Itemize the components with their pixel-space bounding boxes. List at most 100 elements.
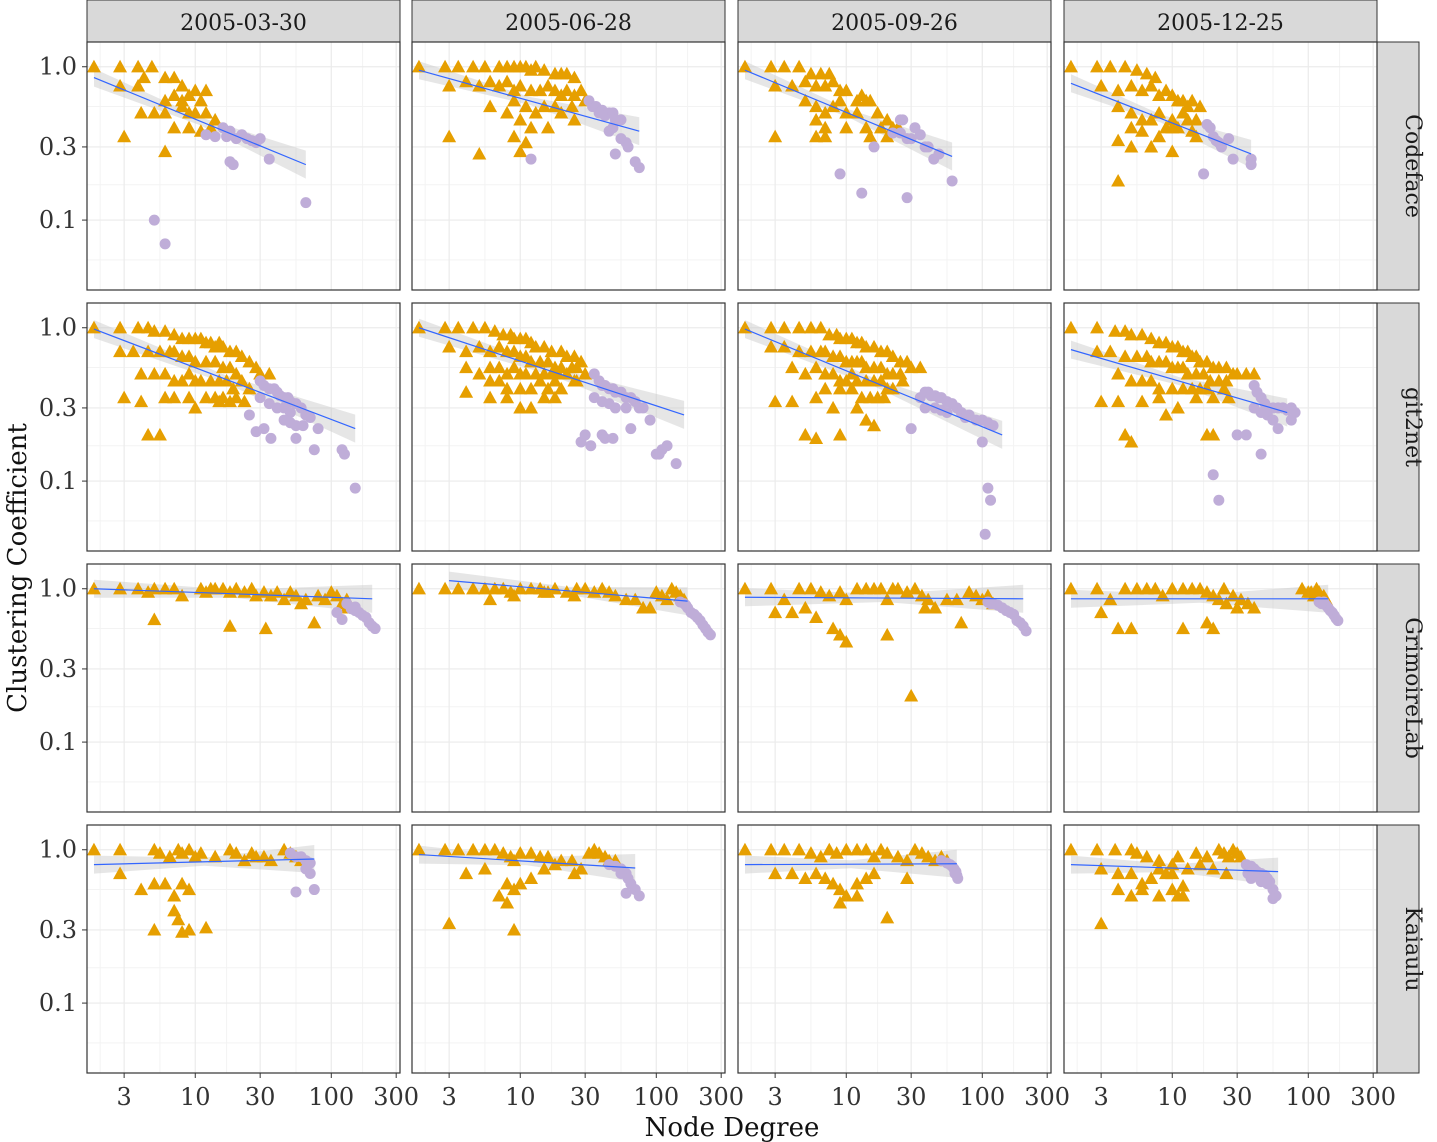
triangle-point xyxy=(880,592,895,606)
triangle-point xyxy=(1090,581,1105,595)
panel-border xyxy=(411,563,726,813)
triangle-point xyxy=(518,99,533,113)
triangle-point xyxy=(850,581,865,595)
triangle-point xyxy=(567,70,582,84)
triangle-point xyxy=(1152,861,1167,875)
triangle-point xyxy=(175,373,190,387)
x-tick-label: 10 xyxy=(180,1083,211,1111)
triangle-point xyxy=(785,605,800,619)
triangle-point xyxy=(764,320,779,334)
triangle-point xyxy=(809,866,824,880)
panel-2-3 xyxy=(1063,563,1378,813)
triangle-point xyxy=(141,427,156,441)
triangle-point xyxy=(1111,366,1126,380)
triangle-point xyxy=(507,129,522,143)
panel-background xyxy=(738,825,1051,1073)
x-tick-label: 100 xyxy=(308,1083,354,1111)
triangle-point xyxy=(1193,857,1208,871)
y-tick-label: 1.0 xyxy=(39,836,77,864)
triangle-point xyxy=(167,903,182,917)
triangle-point xyxy=(117,390,132,404)
column-label-2: 2005-09-26 xyxy=(831,11,958,36)
triangle-point xyxy=(818,78,833,92)
triangle-point xyxy=(541,354,556,368)
triangle-point xyxy=(1159,83,1174,97)
triangle-point xyxy=(1135,124,1150,137)
row-strip-1 xyxy=(1376,302,1420,552)
triangle-point xyxy=(907,842,922,856)
panel-background xyxy=(1064,303,1377,551)
triangle-point xyxy=(574,861,589,875)
triangle-point xyxy=(131,320,146,334)
triangle-point xyxy=(158,324,173,337)
triangle-point xyxy=(208,354,223,368)
triangle-point xyxy=(175,846,190,859)
fit-line xyxy=(449,580,688,602)
triangle-point xyxy=(1124,866,1139,880)
triangle-point xyxy=(798,871,813,885)
circle-point xyxy=(633,162,645,174)
triangle-point xyxy=(1219,360,1234,374)
circle-point xyxy=(1207,469,1219,481)
panel-border xyxy=(86,824,401,1074)
triangle-point xyxy=(833,585,848,598)
triangle-point xyxy=(1170,400,1185,414)
triangle-point xyxy=(844,381,859,395)
triangle-point xyxy=(513,400,528,414)
circle-point xyxy=(919,402,931,414)
y-tick-label: 0.3 xyxy=(39,133,77,161)
triangle-point xyxy=(1206,427,1221,441)
triangle-point xyxy=(777,592,792,606)
triangle-point xyxy=(229,581,244,595)
panel-background xyxy=(412,564,725,812)
triangle-point xyxy=(764,339,779,353)
triangle-point xyxy=(628,592,643,606)
triangle-point xyxy=(117,129,132,143)
triangle-point xyxy=(229,846,244,859)
triangle-point xyxy=(158,390,173,404)
triangle-point xyxy=(907,581,922,595)
triangle-point xyxy=(809,360,824,374)
triangle-point xyxy=(537,63,552,76)
triangle-point xyxy=(826,74,841,88)
triangle-point xyxy=(567,866,582,880)
triangle-point xyxy=(513,78,528,92)
triangle-point xyxy=(1199,381,1214,395)
x-tick-label: 3 xyxy=(441,1083,456,1111)
circle-point xyxy=(959,411,971,423)
triangle-point xyxy=(188,400,203,414)
circle-point xyxy=(607,432,619,444)
triangle-point xyxy=(895,373,910,387)
column-strip-1 xyxy=(411,0,726,43)
triangle-point xyxy=(1230,600,1245,614)
triangle-point xyxy=(833,93,848,107)
row-strip-2 xyxy=(1376,563,1420,813)
triangle-point xyxy=(188,849,203,863)
fit-line xyxy=(93,77,307,166)
triangle-point xyxy=(477,861,492,875)
panel-3-3 xyxy=(1063,824,1378,1074)
triangle-point xyxy=(567,349,582,363)
triangle-point xyxy=(131,78,146,92)
panel-0-0 xyxy=(86,41,401,291)
circle-point xyxy=(653,448,665,460)
triangle-point xyxy=(809,610,824,624)
triangle-point xyxy=(288,588,303,602)
circle-point xyxy=(209,131,221,143)
triangle-point xyxy=(833,882,848,896)
triangle-point xyxy=(175,876,190,890)
triangle-point xyxy=(792,59,807,73)
circle-point xyxy=(1231,429,1243,441)
triangle-point xyxy=(513,144,528,158)
fit-line xyxy=(93,328,356,430)
triangle-point xyxy=(451,842,466,856)
circle-point xyxy=(979,528,991,540)
circle-point xyxy=(308,884,320,896)
triangle-point xyxy=(158,70,173,84)
triangle-point xyxy=(152,427,167,441)
triangle-point xyxy=(839,888,854,902)
triangle-point xyxy=(86,581,101,595)
triangle-point xyxy=(1165,581,1180,595)
x-tick-label: 100 xyxy=(1285,1083,1331,1111)
triangle-point xyxy=(524,120,539,134)
